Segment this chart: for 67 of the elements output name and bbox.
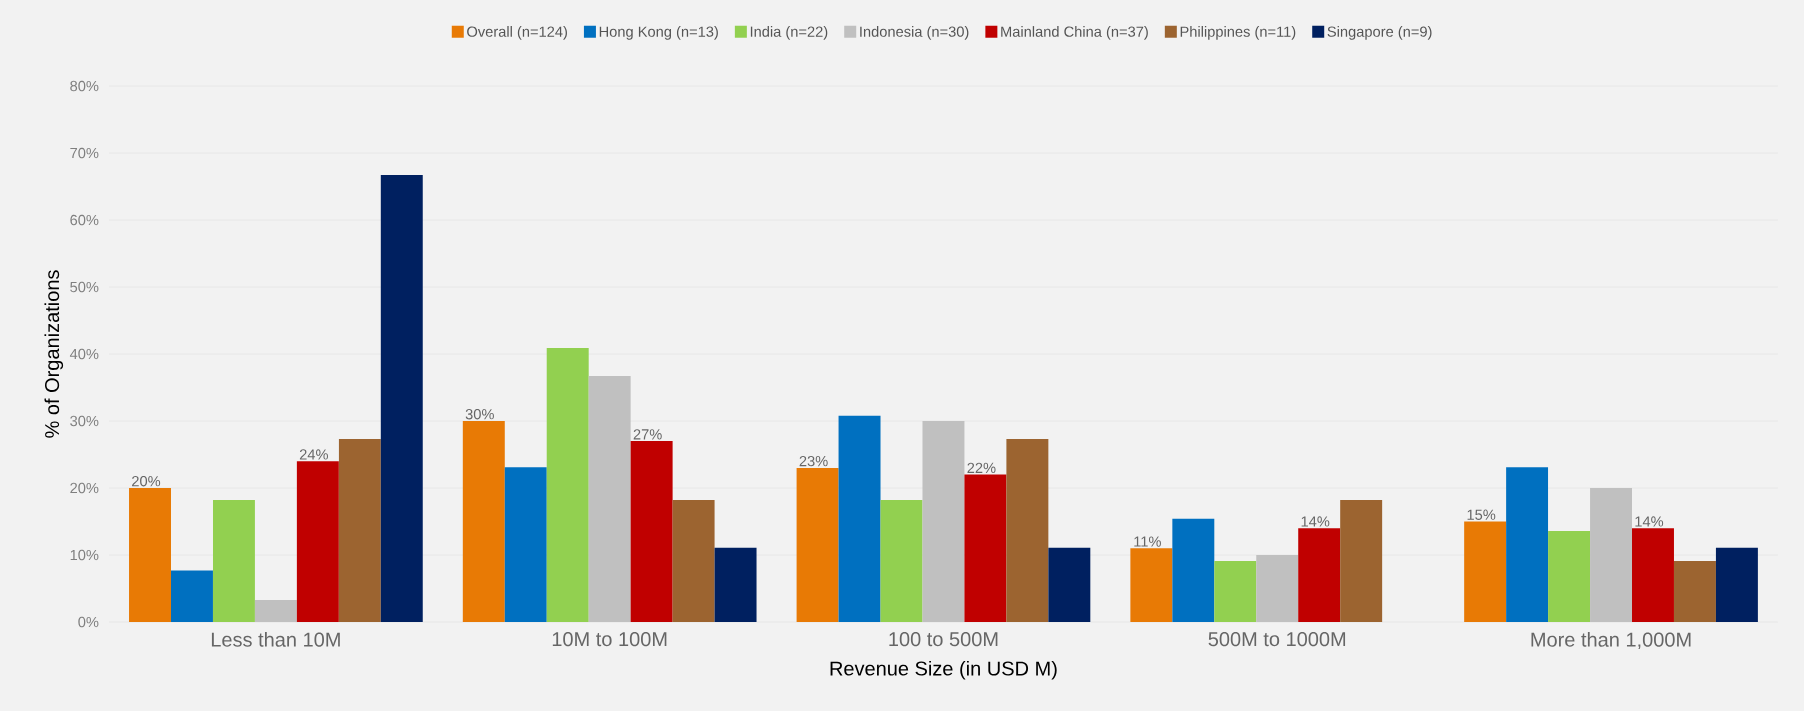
bar: [1172, 518, 1215, 622]
bar: [714, 547, 757, 622]
legend-label: Mainland China (n=37): [1001, 26, 1148, 40]
bar: [546, 347, 589, 622]
data-label: 24%: [299, 449, 328, 460]
y-axis-title: % of Organizations: [44, 270, 64, 438]
bar: [1464, 521, 1507, 622]
bar: [1715, 547, 1758, 622]
x-axis-title: Revenue Size (in USD M): [830, 660, 1057, 680]
data-label: 15%: [1467, 509, 1496, 520]
bar: [838, 415, 881, 622]
data-label: 11%: [1134, 536, 1161, 547]
legend-label: India (n=22): [750, 26, 828, 40]
y-tick-label: 20%: [70, 482, 99, 494]
x-tick-label: 100 to 500M: [889, 632, 998, 647]
legend-label: Indonesia (n=30): [860, 26, 969, 40]
bar: [1673, 561, 1716, 622]
x-tick-label: Less than 10M: [211, 632, 340, 647]
legend-label: Hong Kong (n=13): [599, 26, 718, 40]
bar: [588, 376, 631, 622]
bar: [630, 441, 673, 622]
data-label: 23%: [799, 455, 828, 467]
legend-label: Overall (n=124): [467, 26, 567, 40]
y-tick-label: 70%: [70, 147, 99, 159]
y-tick-label: 10%: [70, 549, 99, 561]
bar: [1340, 500, 1383, 622]
data-label: 27%: [633, 429, 662, 440]
y-tick-label: 0%: [78, 616, 99, 628]
data-label: 14%: [1635, 516, 1664, 527]
bar: [1130, 548, 1173, 622]
y-tick-label: 40%: [69, 348, 99, 360]
bar: [1632, 528, 1674, 622]
bar: [296, 461, 339, 622]
bar: [1590, 488, 1633, 622]
bar: [212, 500, 255, 622]
legend-label: Philippines (n=11): [1180, 26, 1296, 40]
bar: [672, 500, 715, 622]
bar: [1048, 547, 1091, 622]
bar: [1006, 439, 1049, 622]
x-tick-label: More than 1,000M: [1531, 632, 1691, 650]
y-tick-label: 60%: [70, 214, 99, 226]
bar: [380, 175, 423, 622]
y-tick-label: 50%: [70, 281, 99, 293]
y-tick-label: 80%: [70, 80, 99, 92]
data-label: 14%: [1301, 516, 1330, 527]
x-tick-label: 500M to 1000M: [1208, 632, 1346, 647]
bar: [170, 570, 213, 622]
legend-label: Singapore (n=9): [1327, 26, 1432, 40]
bar: [462, 421, 505, 622]
bar: [1548, 530, 1591, 622]
bar: [1256, 555, 1299, 622]
bar: [338, 439, 381, 622]
bar: [504, 467, 547, 622]
data-label: 20%: [132, 476, 161, 487]
bar: [1506, 467, 1549, 622]
bar: [964, 474, 1007, 622]
bar: [1298, 528, 1341, 622]
x-tick-label: 10M to 100M: [552, 632, 667, 647]
bar: [922, 421, 965, 622]
bar: [880, 500, 923, 622]
bar: [129, 488, 171, 622]
data-label: 22%: [967, 462, 996, 473]
y-tick-label: 30%: [70, 415, 99, 427]
bar: [1214, 561, 1257, 622]
data-label: 30%: [465, 409, 494, 420]
bar: [254, 599, 297, 622]
bar: [796, 467, 839, 622]
